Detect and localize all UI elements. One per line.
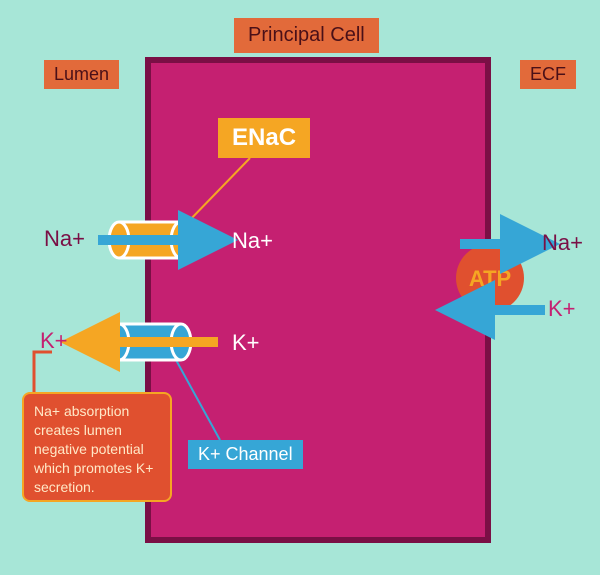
note-box: Na+ absorption creates lumen negative po…	[22, 392, 172, 502]
ion-na_lumen: Na+	[44, 226, 85, 252]
title-principal-cell: Principal Cell	[234, 18, 379, 53]
label-enac: ENaC	[218, 118, 310, 158]
ion-k_ecf: K+	[548, 296, 576, 322]
ion-k_inside: K+	[232, 330, 260, 356]
label-k-channel: K+ Channel	[188, 440, 303, 469]
ion-k_lumen: K+	[40, 328, 68, 354]
atpase-label: ATP	[469, 266, 511, 291]
ion-na_ecf: Na+	[542, 230, 583, 256]
ion-na_inside: Na+	[232, 228, 273, 254]
label-ecf: ECF	[520, 60, 576, 89]
label-lumen: Lumen	[44, 60, 119, 89]
note-connector	[34, 352, 52, 392]
